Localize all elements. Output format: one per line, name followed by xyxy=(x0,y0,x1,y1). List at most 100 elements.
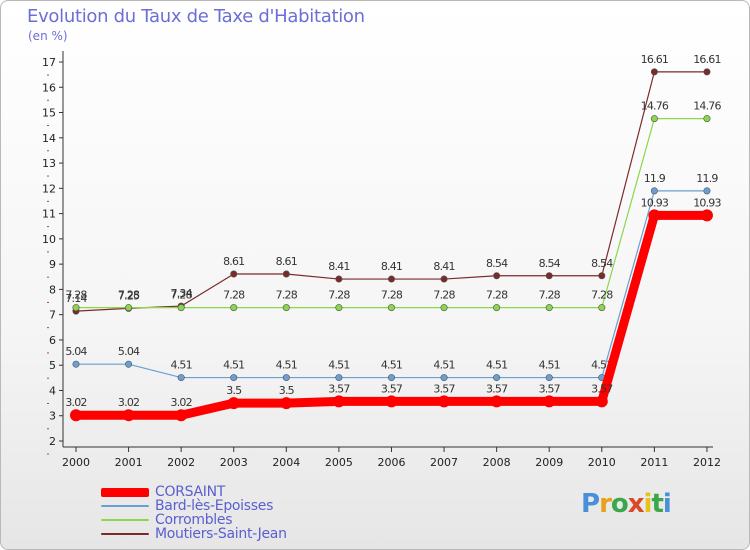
data-label: 3.02 xyxy=(171,396,192,409)
legend-label: Corrombles xyxy=(155,512,233,528)
data-point xyxy=(177,374,185,382)
data-point xyxy=(335,374,343,382)
y-tick-label: 12 xyxy=(42,182,56,195)
data-point xyxy=(230,304,238,312)
data-point xyxy=(703,115,711,123)
data-point xyxy=(230,374,238,382)
y-tick-label: 4 xyxy=(49,384,56,397)
legend-swatch xyxy=(101,505,149,507)
data-label: 8.61 xyxy=(276,255,297,268)
data-point xyxy=(545,272,553,280)
data-label: 3.57 xyxy=(539,382,561,395)
x-tick-label: 2006 xyxy=(377,456,405,469)
data-point xyxy=(335,304,343,312)
x-tick-label: 2001 xyxy=(115,456,143,469)
data-label: 7.28 xyxy=(381,289,403,302)
data-label: 3.57 xyxy=(328,382,350,395)
data-point xyxy=(227,397,240,410)
data-point xyxy=(122,409,135,422)
data-point xyxy=(490,395,503,408)
data-point xyxy=(598,272,606,280)
data-label: 4.51 xyxy=(223,359,244,372)
data-label: 4.51 xyxy=(539,359,560,372)
data-point xyxy=(493,374,501,382)
x-tick-label: 2009 xyxy=(535,456,563,469)
data-label: 7.34 xyxy=(171,287,193,300)
data-label: 10.93 xyxy=(693,196,721,209)
data-point xyxy=(493,304,501,312)
data-label: 3.57 xyxy=(591,382,613,395)
data-point xyxy=(700,209,713,222)
data-point xyxy=(387,275,395,283)
y-tick-label: 3 xyxy=(49,410,56,423)
data-label: 4.51 xyxy=(381,359,402,372)
data-point xyxy=(175,409,188,422)
data-label: 3.02 xyxy=(65,396,86,409)
x-tick-label: 2011 xyxy=(640,456,668,469)
x-tick-label: 2002 xyxy=(167,456,195,469)
data-label: 7.28 xyxy=(591,289,613,302)
data-point xyxy=(650,68,658,76)
data-label: 7.28 xyxy=(328,289,350,302)
data-label: 7.28 xyxy=(171,289,193,302)
data-label: 4.51 xyxy=(328,359,349,372)
data-label: 7.28 xyxy=(276,289,298,302)
data-label: 8.61 xyxy=(223,255,244,268)
data-label: 7.28 xyxy=(65,289,87,302)
data-label: 8.54 xyxy=(486,257,508,270)
data-point xyxy=(280,397,293,410)
y-tick-label: 6 xyxy=(49,334,56,347)
x-tick-label: 2004 xyxy=(272,456,300,469)
data-label: 16.61 xyxy=(693,53,721,66)
x-tick-label: 2000 xyxy=(62,456,90,469)
data-label: 5.04 xyxy=(118,345,140,358)
data-point xyxy=(545,304,553,312)
x-tick-label: 2003 xyxy=(220,456,248,469)
series-line-moutiers-saint-jean xyxy=(75,71,708,312)
data-label: 3.5 xyxy=(279,384,295,397)
legend-label: Bard-lès-Epoisses xyxy=(155,498,274,514)
legend-swatch xyxy=(101,519,149,521)
legend: CORSAINT Bard-lès-Epoisses Corrombles Mouti… xyxy=(101,485,287,541)
legend-item: CORSAINT xyxy=(101,485,287,499)
data-point xyxy=(387,374,395,382)
y-tick-label: 2 xyxy=(49,435,56,448)
data-label: 3.57 xyxy=(486,382,508,395)
data-point xyxy=(650,115,658,123)
data-label: 11.9 xyxy=(696,172,718,185)
data-point xyxy=(440,275,448,283)
chart-title: Evolution du Taux de Taxe d'Habitation xyxy=(27,6,365,27)
data-point xyxy=(595,395,608,408)
data-label: 7.28 xyxy=(433,289,455,302)
y-tick-label: 8 xyxy=(49,283,56,296)
data-point xyxy=(282,374,290,382)
y-tick-label: 15 xyxy=(42,107,56,120)
y-tick-label: 16 xyxy=(42,81,56,94)
data-label: 3.5 xyxy=(226,384,242,397)
data-label: 3.57 xyxy=(381,382,403,395)
data-point xyxy=(440,374,448,382)
data-point xyxy=(335,275,343,283)
data-point xyxy=(177,304,185,312)
data-point xyxy=(282,270,290,278)
data-point xyxy=(493,272,501,280)
data-point xyxy=(703,187,711,195)
data-label: 7.28 xyxy=(486,289,508,302)
legend-label: CORSAINT xyxy=(155,484,225,500)
data-point xyxy=(72,304,80,312)
legend-swatch xyxy=(101,487,149,497)
y-tick-label: 9 xyxy=(49,258,56,271)
legend-item: Bard-lès-Epoisses xyxy=(101,499,287,513)
x-tick-label: 2010 xyxy=(588,456,616,469)
data-label: 5.04 xyxy=(65,345,87,358)
data-label: 4.51 xyxy=(276,359,297,372)
data-point xyxy=(70,409,82,422)
data-label: 8.41 xyxy=(381,260,402,273)
data-label: 7.28 xyxy=(539,289,561,302)
data-point xyxy=(545,374,553,382)
data-point xyxy=(385,395,398,408)
data-label: 8.54 xyxy=(539,257,561,270)
data-label: 14.76 xyxy=(641,100,669,113)
y-tick-label: 11 xyxy=(42,208,56,221)
